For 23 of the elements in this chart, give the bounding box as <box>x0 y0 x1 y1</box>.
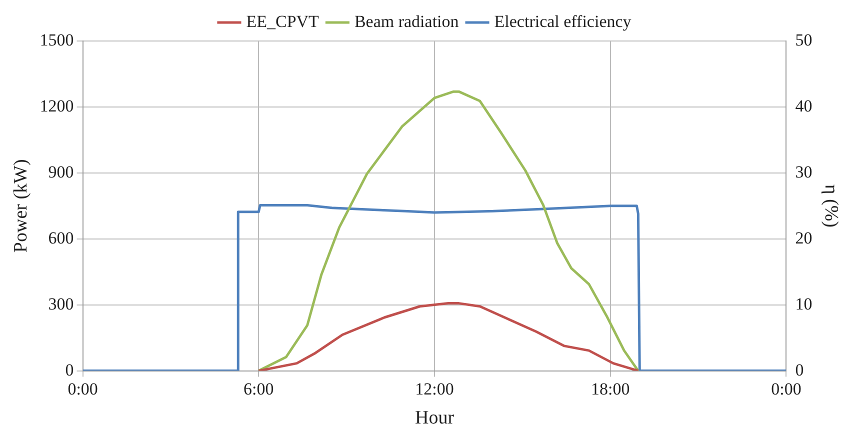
x-axis-title: Hour <box>414 408 455 429</box>
y-axis-title: Power (kW) <box>10 159 32 253</box>
legend-label: EE_CPVT <box>246 12 320 31</box>
x-tick-label: 12:00 <box>415 379 454 398</box>
y2-axis-title: η (%) <box>820 184 842 228</box>
x-tick-label: 0:00 <box>68 379 98 398</box>
x-tick-label: 6:00 <box>244 379 274 398</box>
y2-tick-label: 20 <box>795 228 812 248</box>
y2-tick-label: 0 <box>795 360 804 380</box>
y-tick-label: 300 <box>48 294 74 314</box>
y-tick-label: 1500 <box>40 30 74 50</box>
y2-tick-label: 50 <box>795 30 812 50</box>
y2-tick-label: 30 <box>795 162 812 182</box>
x-tick-label: 0:00 <box>771 379 802 398</box>
y-tick-label: 1200 <box>40 96 74 116</box>
y2-tick-label: 10 <box>795 294 812 314</box>
y-tick-label: 0 <box>65 360 74 380</box>
y-tick-label: 900 <box>48 162 74 182</box>
y2-tick-label: 40 <box>795 96 812 116</box>
legend-label: Electrical efficiency <box>494 12 632 31</box>
x-tick-label: 18:00 <box>590 379 630 398</box>
y-tick-label: 600 <box>48 228 74 248</box>
legend-label: Beam radiation <box>354 12 460 31</box>
